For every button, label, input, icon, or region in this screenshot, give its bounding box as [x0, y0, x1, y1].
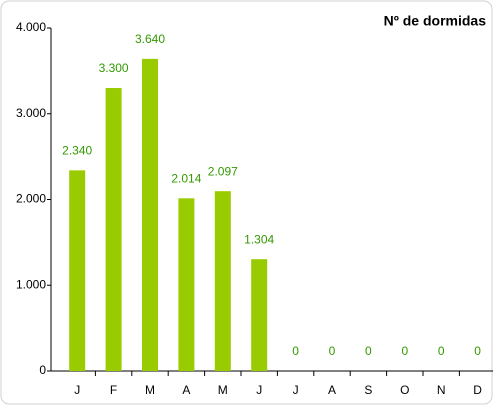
bar: [142, 58, 158, 372]
value-label: 2.340: [62, 144, 92, 158]
y-tick-label: 2.000: [16, 192, 46, 206]
bar: [251, 259, 268, 371]
bar: [105, 88, 122, 372]
x-tick-label: S: [364, 383, 372, 397]
value-label: 3.300: [99, 61, 129, 75]
x-tick-label: O: [400, 383, 409, 397]
value-label: 2.097: [208, 164, 238, 178]
x-tick-label: A: [182, 383, 190, 397]
x-tick-label: M: [145, 383, 155, 397]
y-tick-label: 0: [39, 363, 46, 377]
value-label: 1.304: [244, 232, 274, 246]
value-label: 0: [438, 344, 445, 358]
x-tick-label: J: [256, 383, 262, 397]
bar: [214, 191, 231, 371]
y-tick-label: 4.000: [16, 20, 46, 34]
x-tick-label: D: [473, 383, 482, 397]
x-tick-label: N: [437, 383, 446, 397]
value-label: 2.014: [171, 171, 201, 185]
value-label: 0: [329, 344, 336, 358]
value-label: 3.640: [135, 32, 165, 46]
value-label: 0: [365, 344, 372, 358]
y-tick-label: 3.000: [16, 106, 46, 120]
x-tick-label: A: [328, 383, 336, 397]
x-tick-label: J: [293, 383, 299, 397]
x-tick-label: J: [74, 383, 80, 397]
value-label: 0: [292, 344, 299, 358]
value-label: 0: [474, 344, 481, 358]
bar: [69, 170, 86, 371]
x-tick-label: M: [218, 383, 228, 397]
bar: [178, 198, 195, 371]
chart-title: Nº de dormidas: [384, 13, 487, 29]
value-label: 0: [401, 344, 408, 358]
y-tick-label: 1.000: [16, 277, 46, 291]
x-tick-label: F: [110, 383, 117, 397]
